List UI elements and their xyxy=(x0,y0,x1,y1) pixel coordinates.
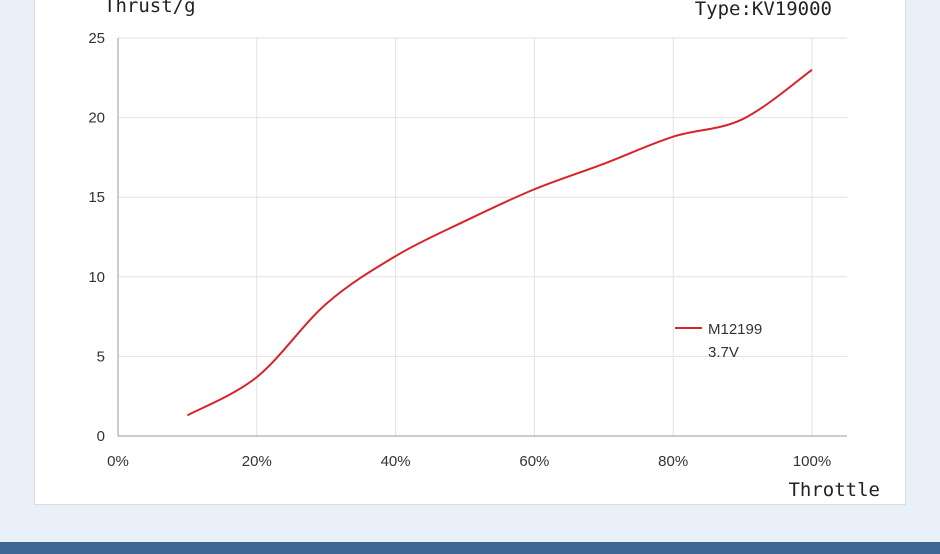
y-tick-label: 5 xyxy=(97,348,105,365)
y-axis-label: Thrust/g xyxy=(104,0,196,17)
legend: M12199 3.7V xyxy=(675,321,762,361)
series-group xyxy=(186,69,813,417)
bottom-bar xyxy=(0,542,940,554)
axes xyxy=(117,38,847,437)
legend-series-voltage: 3.7V xyxy=(708,344,739,361)
y-tick-label: 10 xyxy=(88,269,105,286)
x-tick-label: 0% xyxy=(107,453,129,470)
y-tick-label: 20 xyxy=(88,110,105,127)
x-axis-label: Throttle xyxy=(788,479,880,501)
chart-panel xyxy=(34,0,906,505)
x-tick-label: 100% xyxy=(793,453,831,470)
chart-subtitle: Type:KV19000 xyxy=(695,0,832,20)
x-tick-label: 40% xyxy=(381,453,411,470)
series-line xyxy=(186,69,813,417)
x-tick-label: 20% xyxy=(242,453,272,470)
x-tick-labels: 0% 20% 40% 60% 80% 100% xyxy=(107,453,831,470)
x-tick-label: 80% xyxy=(658,453,688,470)
x-tick-label: 60% xyxy=(519,453,549,470)
y-tick-label: 0 xyxy=(97,428,105,445)
y-tick-labels: 0 5 10 15 20 25 xyxy=(88,30,105,445)
y-tick-label: 25 xyxy=(88,30,105,47)
grid xyxy=(118,37,847,436)
y-tick-label: 15 xyxy=(88,189,105,206)
legend-series-name: M12199 xyxy=(708,321,762,338)
